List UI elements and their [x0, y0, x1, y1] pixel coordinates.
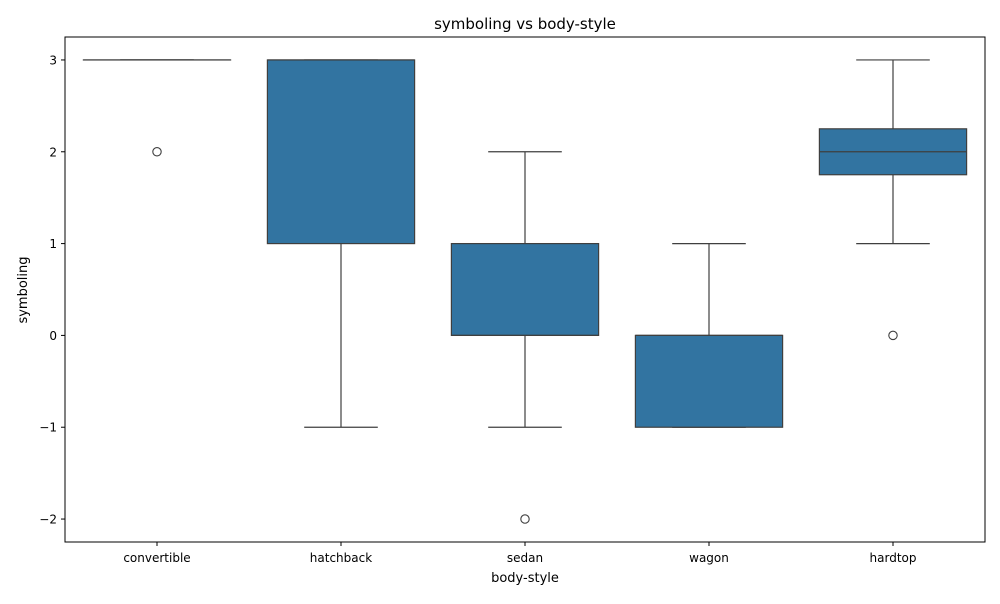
chart-title: symboling vs body-style: [434, 15, 616, 33]
iqr-box: [635, 335, 782, 427]
box-hatchback: [267, 60, 414, 427]
plot-area: [83, 60, 966, 523]
x-tick-label: convertible: [123, 551, 190, 565]
box-hardtop: [819, 60, 966, 340]
y-tick-label: −1: [39, 421, 57, 435]
box-wagon: [635, 244, 782, 428]
x-axis-label: body-style: [491, 571, 559, 586]
y-axis: 3 2 1 0 −1 −2: [39, 53, 65, 526]
y-axis-label: symboling: [16, 256, 31, 323]
x-tick-label: hardtop: [870, 551, 917, 565]
box-sedan: [451, 152, 598, 523]
y-tick-label: 0: [49, 329, 57, 343]
outlier-point: [521, 515, 529, 523]
iqr-box: [451, 244, 598, 336]
x-tick-label: sedan: [507, 551, 543, 565]
iqr-box: [267, 60, 414, 244]
box-convertible: [83, 60, 230, 156]
x-axis: convertible hatchback sedan wagon hardtop: [123, 542, 916, 565]
y-tick-label: 2: [49, 145, 57, 159]
y-tick-label: 3: [49, 53, 57, 67]
outlier-point: [889, 331, 897, 339]
y-tick-label: −2: [39, 513, 57, 527]
x-tick-label: wagon: [689, 551, 729, 565]
x-tick-label: hatchback: [310, 551, 372, 565]
y-tick-label: 1: [49, 237, 57, 251]
outlier-point: [153, 148, 161, 156]
